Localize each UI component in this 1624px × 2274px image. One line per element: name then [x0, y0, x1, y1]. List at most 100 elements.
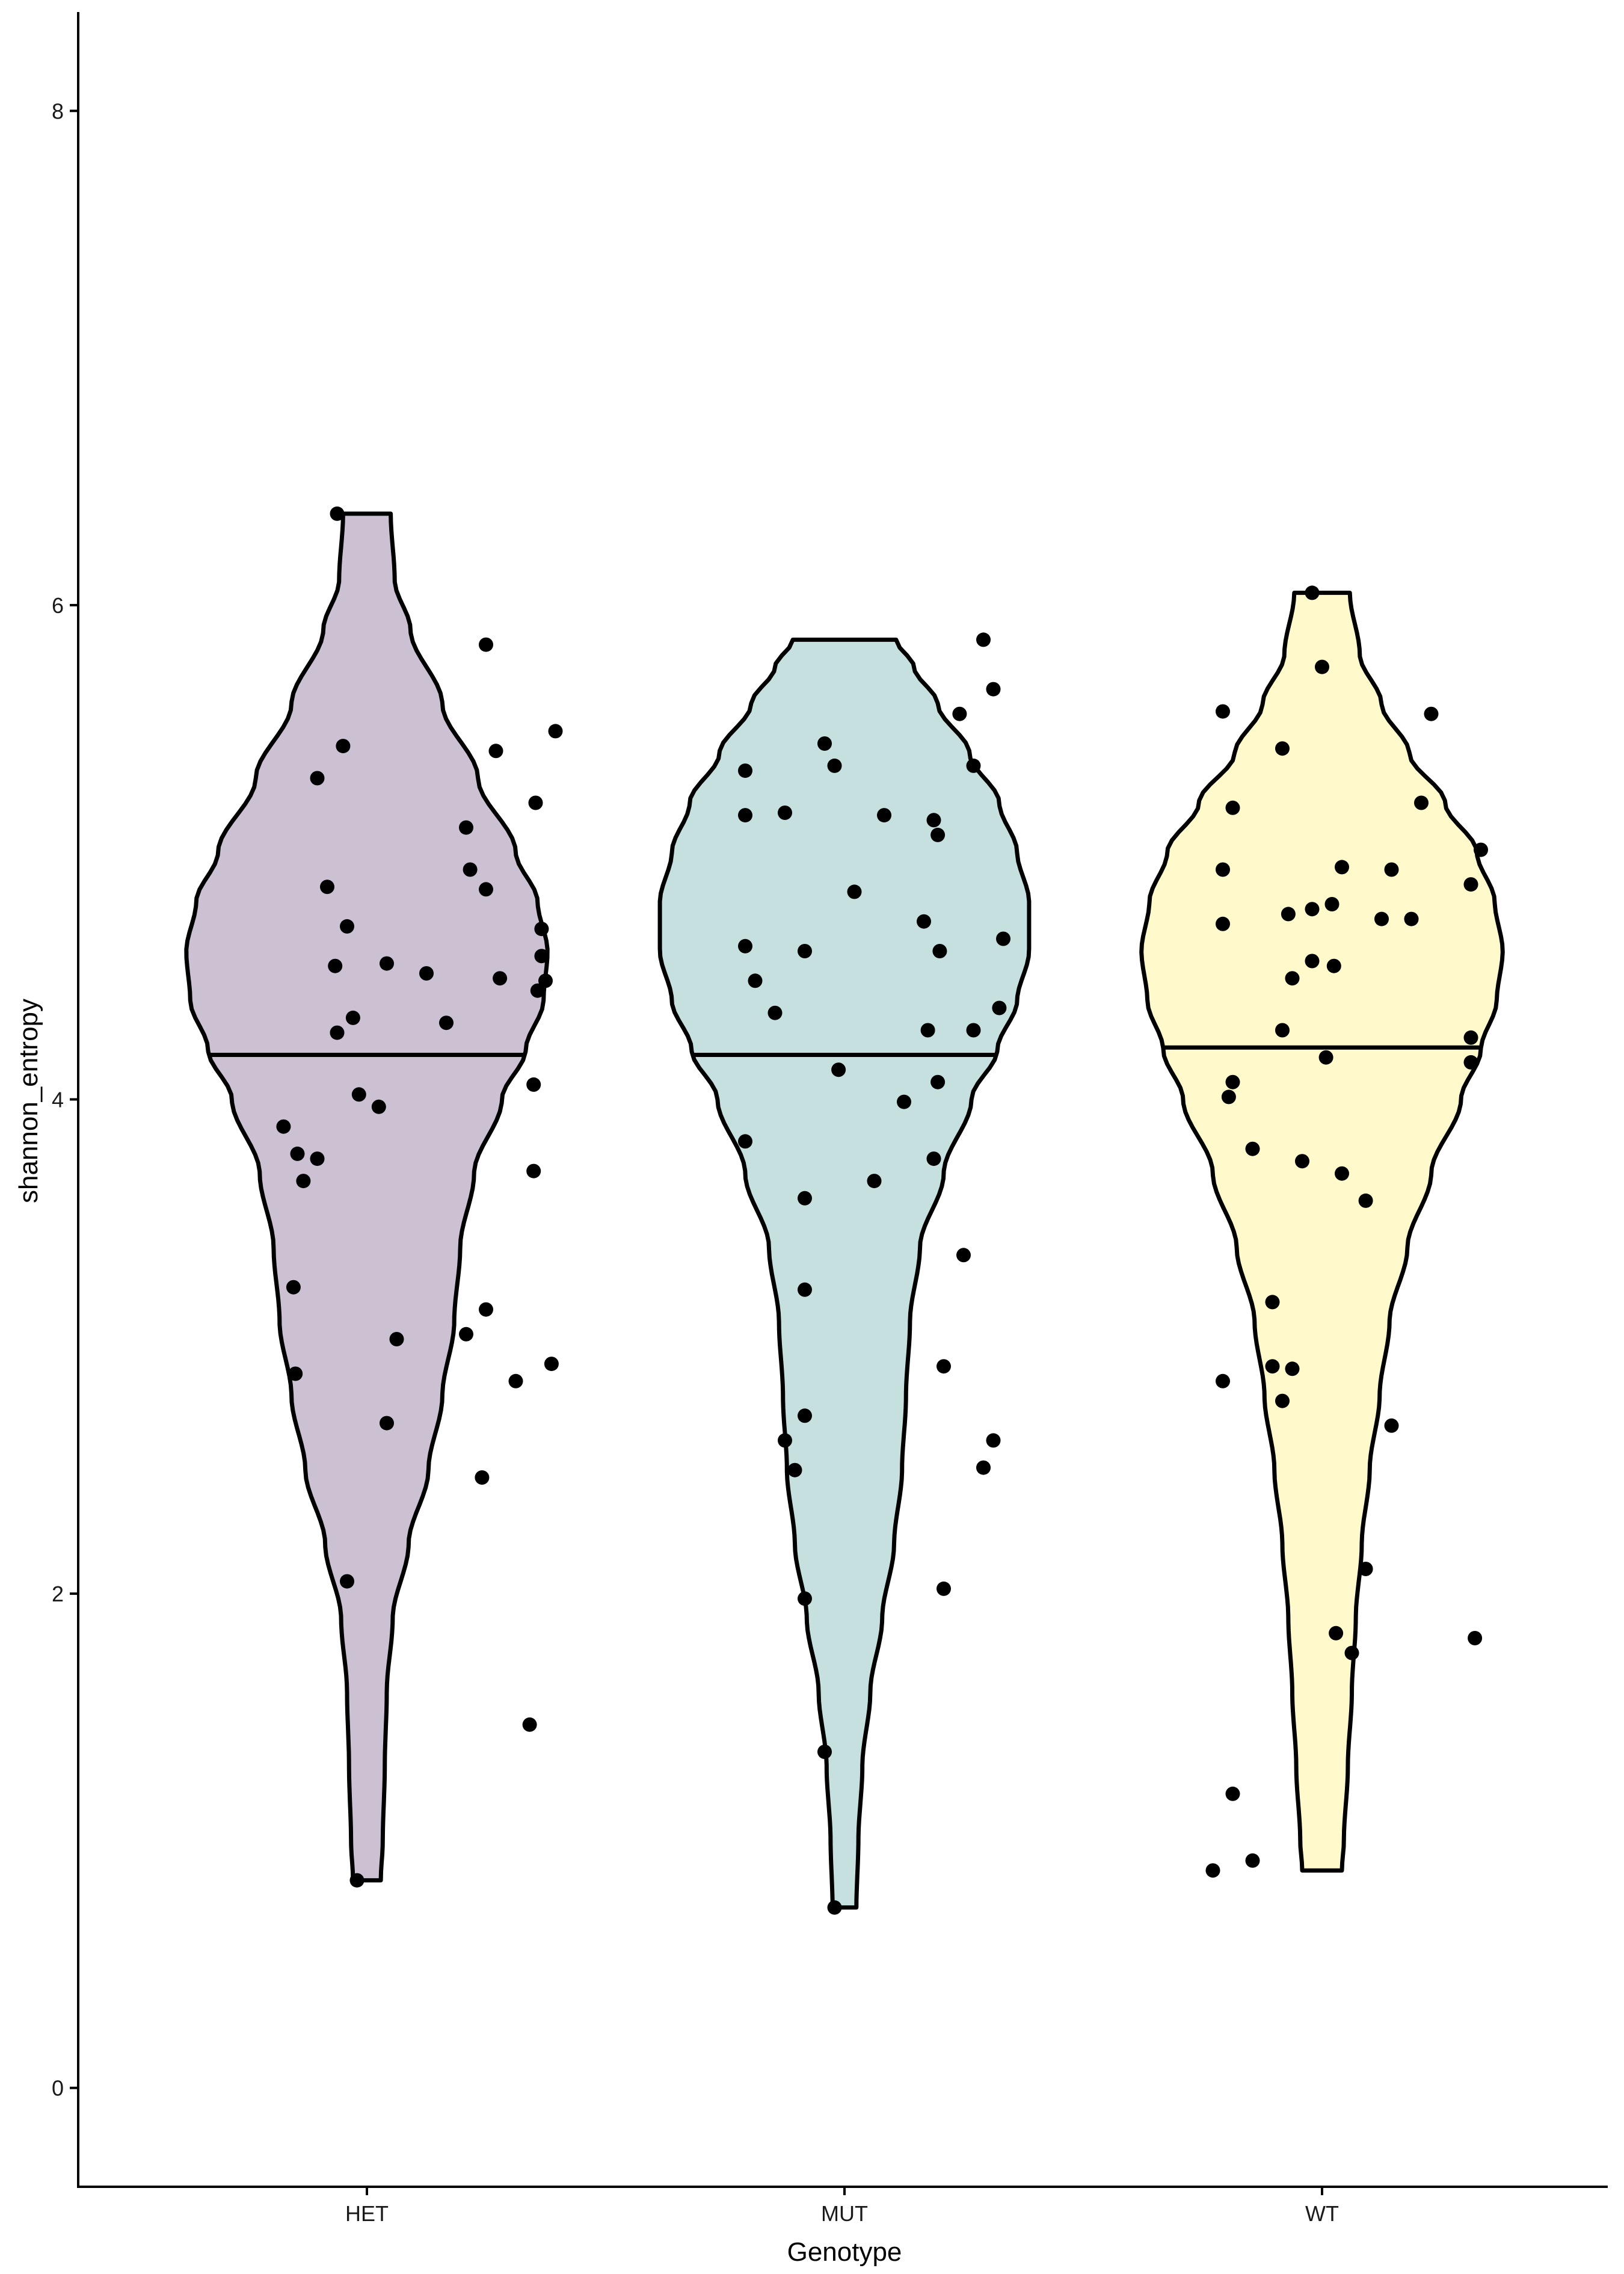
data-point	[349, 1873, 364, 1888]
data-point	[817, 1745, 832, 1759]
data-point	[310, 1151, 325, 1166]
data-point	[522, 1717, 537, 1732]
data-point	[340, 919, 354, 934]
data-point	[459, 820, 473, 835]
data-point	[530, 983, 545, 998]
data-point	[926, 813, 941, 828]
data-point	[534, 922, 549, 937]
data-point	[419, 966, 434, 981]
data-point	[1245, 1141, 1260, 1156]
y-tick-label: 6	[52, 593, 64, 618]
data-point	[920, 1023, 935, 1038]
data-point	[930, 1074, 946, 1089]
data-point	[1265, 1295, 1280, 1310]
data-point	[389, 1332, 404, 1346]
violin-het	[184, 511, 550, 1883]
data-point	[966, 1023, 981, 1038]
data-point	[351, 1087, 366, 1102]
data-point	[738, 1134, 752, 1149]
data-point	[1285, 1361, 1300, 1376]
data-point	[867, 1174, 882, 1189]
x-ticks: HET MUT WT	[345, 2187, 1339, 2226]
x-tick-label: HET	[345, 2201, 389, 2226]
data-point	[1324, 897, 1339, 911]
data-point	[1295, 1154, 1309, 1169]
data-point	[827, 1900, 842, 1915]
data-point	[534, 949, 549, 964]
data-point	[798, 1408, 812, 1423]
data-point	[1216, 1373, 1230, 1388]
violin-layer	[184, 511, 1505, 1910]
data-point	[1463, 1030, 1478, 1045]
data-point	[831, 1062, 846, 1077]
data-point	[1305, 902, 1320, 917]
data-point	[992, 1000, 1007, 1015]
data-point	[738, 808, 752, 823]
data-point	[548, 724, 563, 739]
data-point	[926, 1151, 941, 1166]
violin-mut	[657, 637, 1032, 1910]
data-point	[526, 1163, 541, 1179]
data-point	[288, 1366, 303, 1381]
data-point	[459, 1326, 473, 1342]
data-point	[738, 938, 752, 954]
data-point	[328, 958, 343, 973]
data-point	[1265, 1359, 1280, 1374]
data-point	[1315, 659, 1329, 674]
data-point	[290, 1146, 305, 1161]
data-point	[1216, 916, 1230, 931]
data-point	[1285, 971, 1300, 986]
data-point	[1329, 1625, 1344, 1641]
data-point	[827, 758, 842, 773]
data-point	[479, 882, 493, 897]
data-point	[380, 956, 394, 971]
data-point	[1305, 585, 1320, 600]
data-point	[817, 736, 832, 751]
data-point	[310, 771, 325, 786]
data-point	[767, 1005, 783, 1020]
data-point	[1335, 860, 1349, 875]
data-point	[330, 506, 345, 521]
data-point	[937, 1359, 951, 1374]
data-point	[371, 1099, 386, 1114]
y-tick-label: 4	[52, 1088, 64, 1112]
data-point	[930, 827, 946, 842]
data-point	[1216, 862, 1230, 877]
data-point	[1281, 907, 1296, 922]
data-point	[937, 1581, 951, 1596]
data-point	[798, 1282, 812, 1297]
data-point	[439, 1015, 454, 1031]
data-point	[996, 931, 1010, 946]
data-point	[493, 971, 508, 986]
y-tick-label: 8	[52, 99, 64, 123]
data-point	[538, 973, 553, 988]
data-point	[952, 706, 967, 721]
data-point	[1275, 741, 1290, 756]
data-point	[986, 682, 1001, 697]
data-point	[336, 739, 351, 754]
data-point	[1275, 1023, 1290, 1038]
data-point	[526, 1077, 541, 1092]
violin-wt	[1139, 590, 1505, 1873]
data-point	[738, 763, 752, 778]
data-point	[1358, 1562, 1373, 1576]
x-axis-title: Genotype	[787, 2237, 902, 2267]
data-point	[488, 744, 503, 759]
data-point	[330, 1025, 345, 1040]
data-point	[1216, 704, 1230, 719]
data-point	[1358, 1193, 1373, 1208]
data-point	[956, 1248, 971, 1263]
data-point	[479, 637, 493, 652]
data-point	[787, 1462, 802, 1477]
data-point	[986, 1433, 1001, 1448]
data-point	[1344, 1645, 1359, 1660]
data-point	[1463, 1055, 1478, 1070]
data-point	[475, 1470, 490, 1485]
data-point	[798, 1191, 812, 1206]
data-point	[1374, 911, 1389, 926]
data-point	[798, 944, 812, 958]
data-point	[778, 1433, 792, 1448]
y-tick-label: 2	[52, 1582, 64, 1606]
data-point	[748, 973, 763, 988]
